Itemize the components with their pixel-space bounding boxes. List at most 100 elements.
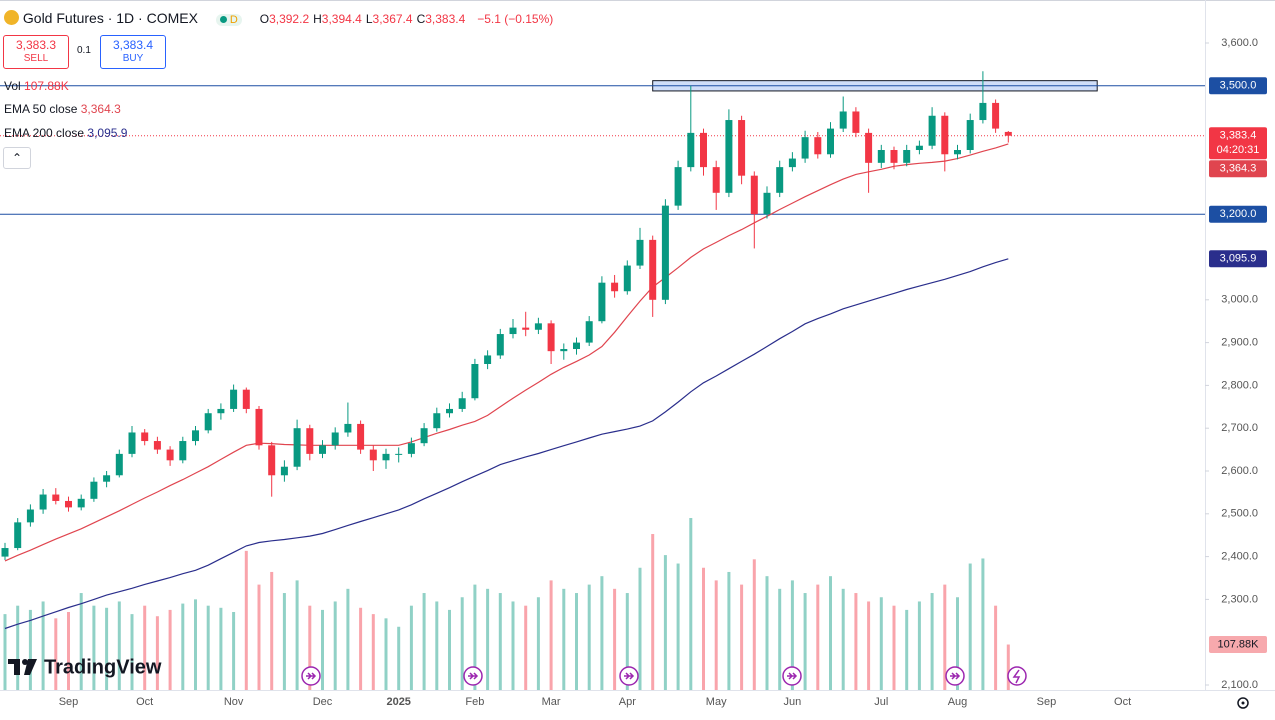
volume-bar — [117, 601, 121, 690]
volume-bar — [384, 618, 388, 690]
volume-bar — [778, 588, 782, 690]
volume-bar — [41, 601, 45, 690]
candle-body — [26, 509, 34, 523]
volume-bar — [498, 593, 502, 690]
volume-bar — [473, 584, 477, 690]
volume-bar — [956, 597, 959, 690]
x-tick-label: Oct — [136, 696, 153, 708]
candle-body — [166, 449, 174, 461]
y-tick-label: 3,000.0 — [1221, 294, 1258, 306]
ema200-legend: EMA 200 close 3,095.9 — [4, 126, 127, 140]
symbol-header: Gold Futures · 1D · COMEX D O3,392.2 H3,3… — [4, 10, 553, 26]
candle-body — [1, 548, 9, 557]
candle-body — [446, 408, 453, 414]
volume-bar — [206, 605, 210, 690]
volume-bar — [1006, 644, 1010, 690]
volume-bar — [282, 593, 286, 690]
ohlc-key: O — [259, 12, 270, 26]
ohlc-value: 3,383.4 — [425, 12, 466, 26]
event-icon[interactable] — [619, 666, 639, 686]
volume-bar — [651, 534, 655, 690]
volume-bar — [968, 563, 972, 690]
candle-body — [306, 428, 314, 454]
price-marker-label: 3,364.3 — [1220, 163, 1257, 175]
volume-bar — [575, 593, 578, 690]
event-icon[interactable] — [782, 666, 802, 686]
candle-body — [801, 137, 809, 159]
volume-bar — [790, 580, 794, 690]
x-tick-label: May — [706, 696, 727, 708]
buy-button[interactable]: 3,383.4 BUY — [100, 35, 166, 69]
x-tick-label: Nov — [224, 696, 244, 708]
volume-bar — [409, 605, 413, 690]
volume-bar — [613, 588, 617, 690]
volume-bar — [486, 588, 490, 690]
buy-price: 3,383.4 — [112, 38, 154, 52]
candle-body — [192, 430, 199, 442]
candle-body — [14, 522, 22, 549]
tradingview-logo: TradingView — [8, 656, 162, 678]
price-marker — [1209, 127, 1267, 160]
status-badge: D — [215, 14, 242, 26]
candle-body — [280, 466, 288, 476]
y-tick-label: 2,900.0 — [1221, 337, 1258, 349]
legend-value: 107.88K — [24, 79, 69, 93]
volume-bar — [181, 603, 185, 690]
sell-button[interactable]: 3,383.3 SELL — [3, 35, 69, 69]
x-tick-label: 2025 — [386, 696, 410, 708]
event-icon[interactable] — [301, 666, 321, 686]
candle-body — [242, 389, 250, 409]
volume-bar — [143, 605, 147, 690]
candle-body — [420, 428, 428, 444]
candle-body — [712, 167, 720, 193]
event-icon[interactable] — [945, 666, 965, 686]
candle-body — [979, 102, 987, 121]
candle-body — [153, 441, 161, 450]
y-tick-label: 2,100.0 — [1221, 679, 1258, 691]
x-tick-label: Oct — [1114, 696, 1131, 708]
volume-bar — [676, 563, 680, 690]
y-tick-label: 2,400.0 — [1221, 551, 1258, 563]
x-tick-label: Sep — [1037, 696, 1057, 708]
candle-body — [700, 132, 707, 168]
ohlc-value: 3,394.4 — [321, 12, 362, 26]
price-marker-label: 3,383.4 — [1220, 130, 1257, 142]
interval-badge: D — [229, 14, 238, 26]
candle-body — [941, 115, 949, 155]
x-tick-label: Jul — [874, 696, 888, 708]
price-marker — [1209, 160, 1267, 178]
x-tick-label: Dec — [313, 696, 333, 708]
collapse-button[interactable]: ⌃ — [3, 147, 31, 169]
volume-bar — [892, 605, 896, 690]
event-icons — [301, 666, 1027, 686]
ohlc-legend: O3,392.2 H3,394.4 L3,367.4 C3,383.4 — [260, 12, 470, 26]
x-tick-label: Apr — [619, 696, 636, 708]
volume-bar — [435, 601, 439, 690]
volume-layer — [3, 518, 1010, 690]
event-icon[interactable] — [463, 666, 483, 686]
candle-body — [344, 423, 352, 433]
volume-bar — [79, 593, 83, 690]
settings-icon[interactable] — [1237, 697, 1249, 709]
candle-body — [331, 432, 339, 446]
price-marker-label: 3,200.0 — [1220, 208, 1257, 220]
candle-body — [458, 398, 466, 409]
axes: 3,600.0 3,000.0 2,900.0 2,800.0 2,700.0 2,600… — [59, 37, 1267, 708]
event-icon[interactable] — [1007, 666, 1027, 686]
candle-body — [674, 167, 682, 206]
candle-body — [966, 120, 974, 150]
volume-bar — [257, 584, 261, 690]
volume-bar — [168, 609, 172, 690]
ohlc-value: 3,367.4 — [372, 12, 413, 26]
candle-body — [877, 150, 885, 163]
volume-bar — [689, 518, 693, 690]
volume-bar — [727, 571, 731, 690]
symbol-title: Gold Futures · 1D · COMEX — [22, 10, 198, 26]
volume-bar — [460, 597, 464, 690]
candle-body — [725, 120, 733, 193]
price-marker-label: 3,500.0 — [1220, 80, 1257, 92]
spread: 0.1 — [77, 45, 91, 56]
candle-body — [90, 481, 98, 499]
